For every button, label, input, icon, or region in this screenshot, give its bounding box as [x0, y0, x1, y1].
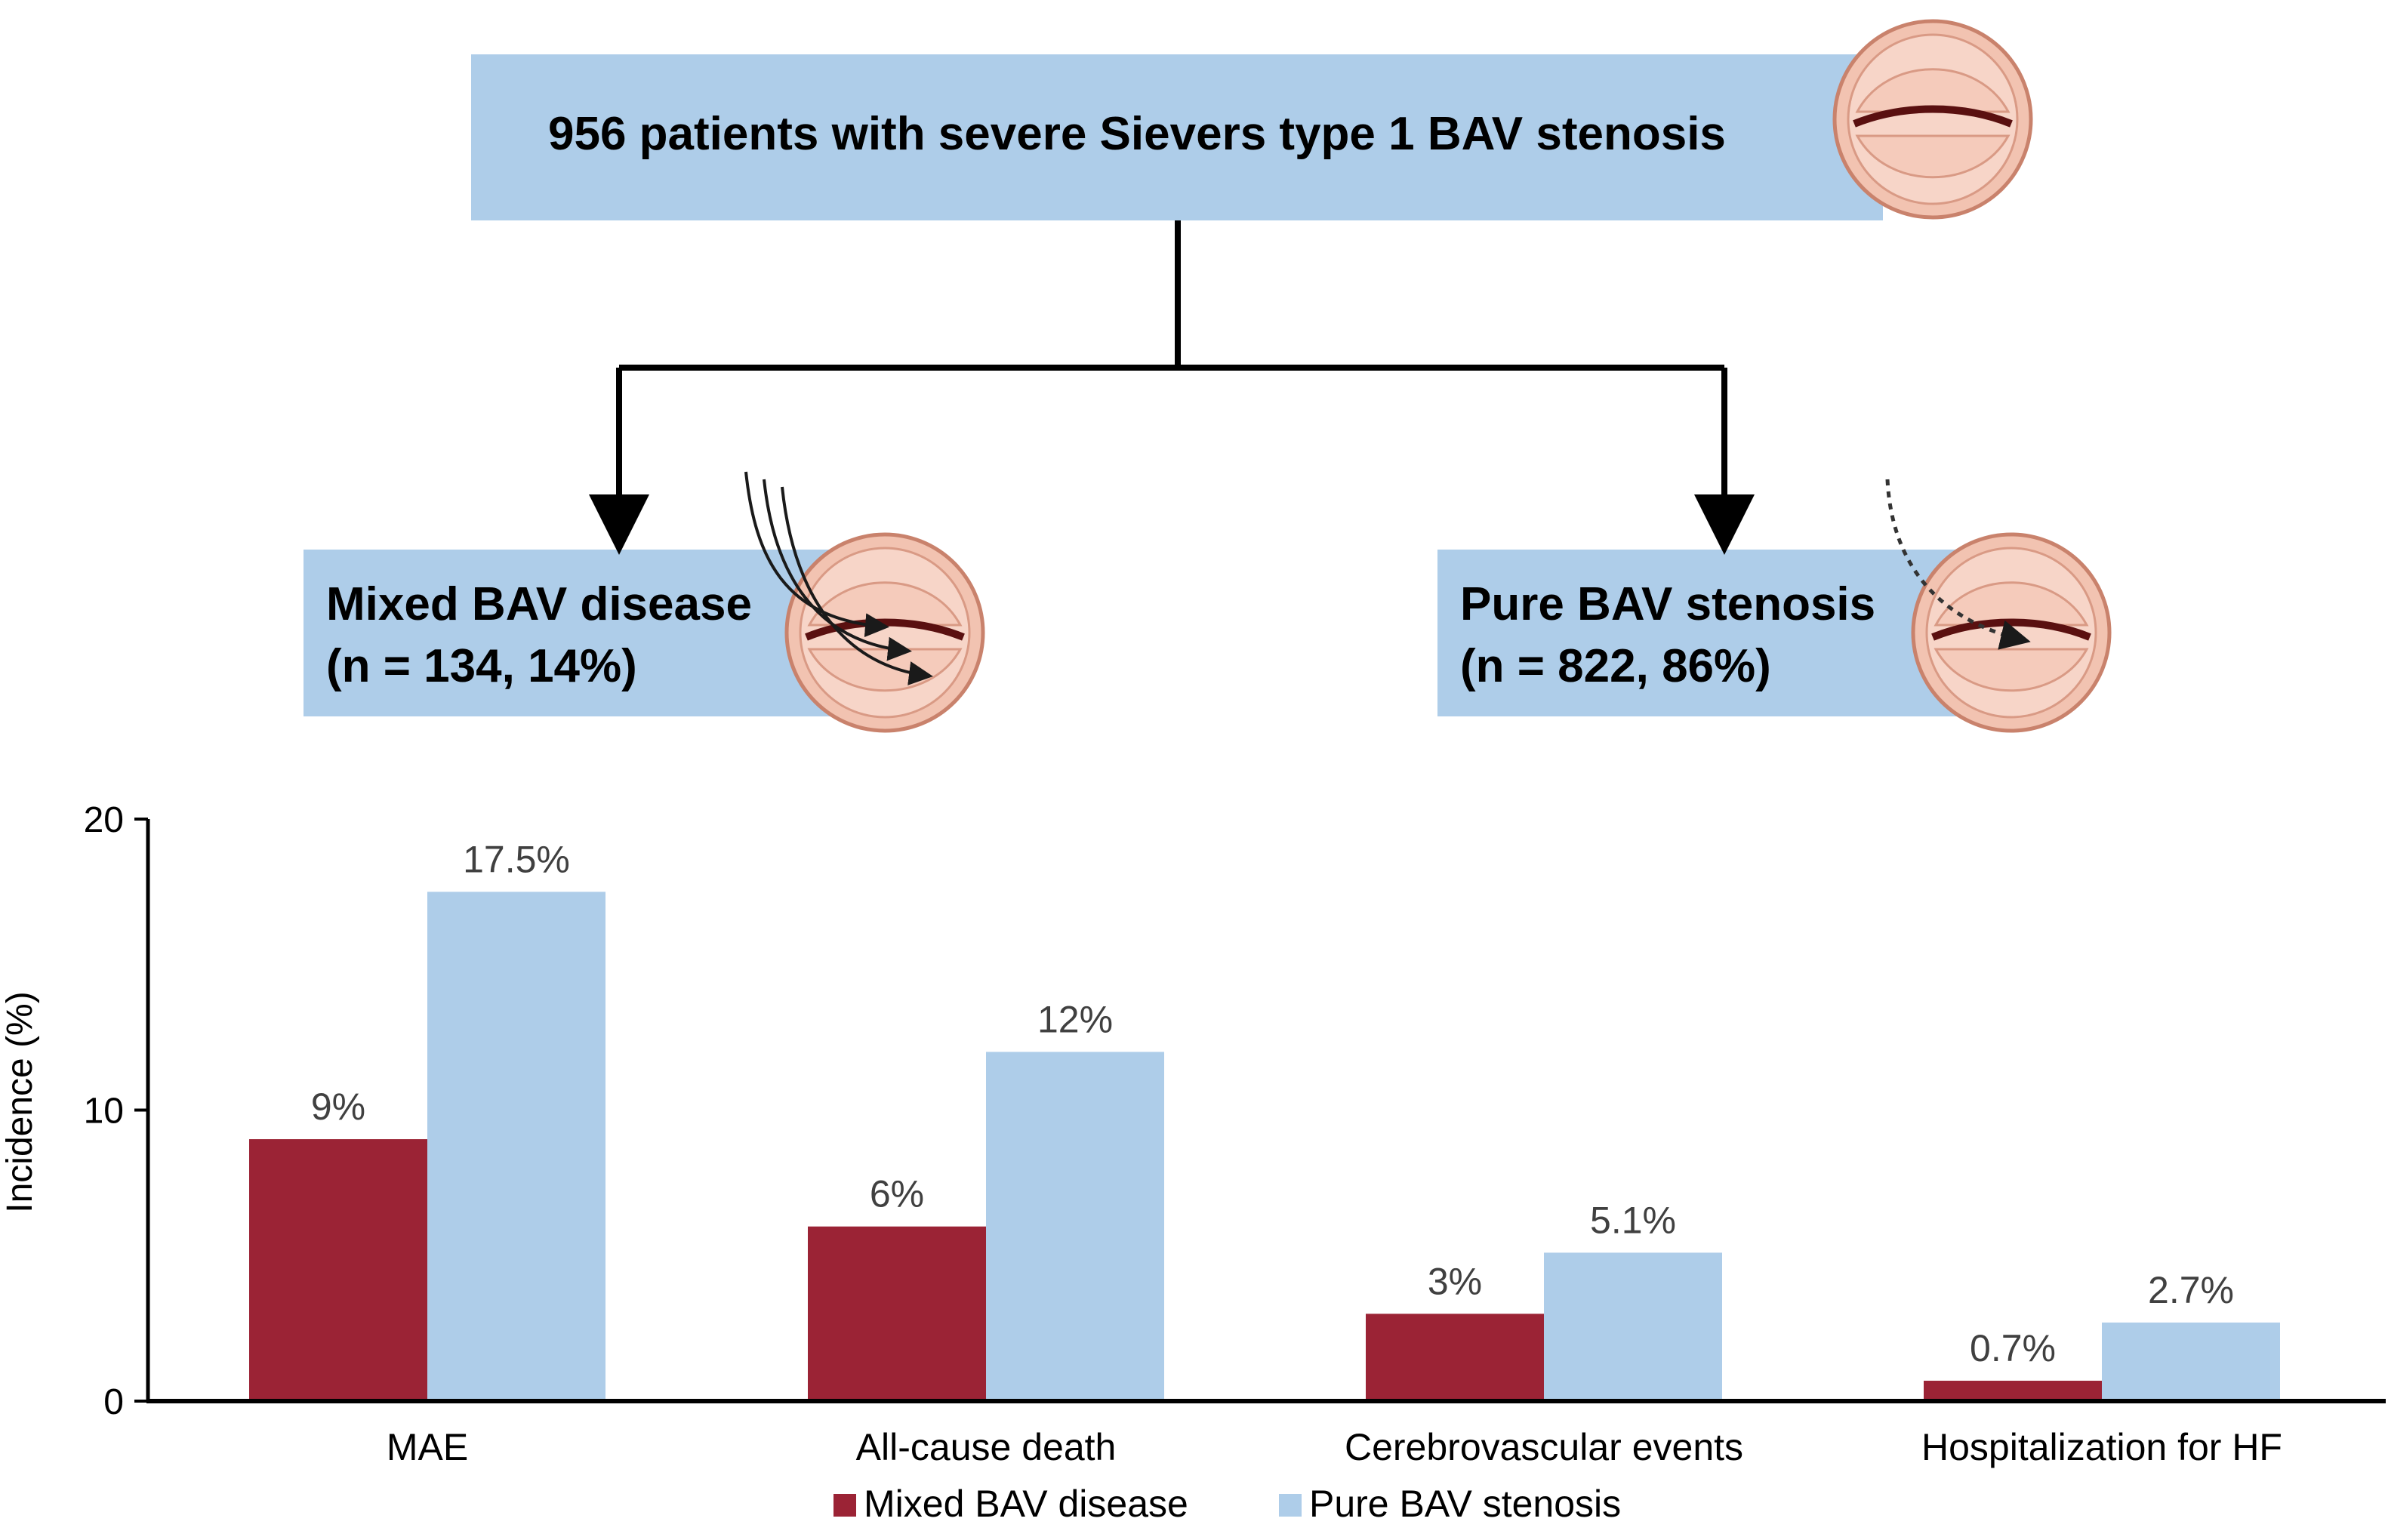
legend-label: Mixed BAV disease: [864, 1483, 1188, 1525]
legend: Mixed BAV disease Pure BAV stenosis: [833, 1483, 1621, 1525]
bar-value-label: 0.7%: [1970, 1327, 2056, 1369]
legend-swatch: [833, 1494, 856, 1517]
bar-pure: [2102, 1322, 2280, 1401]
flow-connectors: [589, 220, 1755, 555]
bars: [249, 892, 2280, 1401]
dotted-arrow-icon: [1885, 479, 2031, 650]
aortic-valve-icon: [1911, 532, 2112, 733]
x-axis-tick-labels: MAE All-cause death Cerebrovascular events…: [387, 1426, 2282, 1468]
mixed-group-title: Mixed BAV disease: [326, 578, 752, 630]
bar-value-label: 17.5%: [463, 838, 570, 880]
y-axis-label: Incidence (%): [0, 991, 40, 1212]
pure-group-title: Pure BAV stenosis: [1460, 578, 1876, 630]
bar-mixed: [249, 1139, 427, 1401]
mixed-group-box: [304, 550, 832, 716]
bar-mixed: [1366, 1314, 1544, 1401]
x-tick-label: All-cause death: [856, 1426, 1117, 1468]
bar-mixed: [1924, 1381, 2102, 1401]
bar-value-labels: 9% 6% 3% 0.7% 17.5% 12% 5.1% 2.7%: [311, 838, 2234, 1369]
y-axis-ticks: 0 10 20: [84, 800, 148, 1422]
bar-pure: [1544, 1252, 1722, 1401]
regurgitation-arrows-icon: [744, 471, 933, 685]
incidence-bar-chart: Incidence (%) 0 10 20 9% 6% 3% 0.7% 17.5% 12% 5.…: [0, 800, 2386, 1525]
mixed-group-label: Mixed BAV disease (n = 134, 14%): [326, 574, 752, 698]
bar-value-label: 12%: [1037, 998, 1113, 1040]
top-population-box: [471, 54, 1883, 220]
pure-group-count: (n = 822, 86%): [1460, 640, 1771, 692]
x-tick-label: Hospitalization for HF: [1921, 1426, 2282, 1468]
legend-label: Pure BAV stenosis: [1309, 1483, 1621, 1525]
x-tick-label: MAE: [387, 1426, 468, 1468]
bar-value-label: 3%: [1428, 1260, 1482, 1302]
y-tick-label: 20: [84, 800, 124, 840]
bar-pure: [427, 892, 605, 1401]
pure-group-label: Pure BAV stenosis (n = 822, 86%): [1460, 574, 1875, 698]
bar-value-label: 6%: [870, 1173, 924, 1215]
legend-swatch: [1279, 1494, 1302, 1517]
bar-value-label: 5.1%: [1590, 1199, 1676, 1241]
pure-group-box: [1437, 550, 1966, 716]
x-tick-label: Cerebrovascular events: [1345, 1426, 1743, 1468]
y-tick-label: 10: [84, 1092, 124, 1132]
mixed-group-count: (n = 134, 14%): [326, 640, 637, 692]
bar-pure: [986, 1052, 1164, 1401]
population-title: 956 patients with severe Sievers type 1 …: [548, 108, 1726, 160]
bar-value-label: 9%: [311, 1086, 365, 1128]
aortic-valve-icon: [1832, 19, 2033, 220]
bar-mixed: [808, 1226, 986, 1401]
bar-value-label: 2.7%: [2148, 1269, 2234, 1311]
aortic-valve-icon: [784, 532, 985, 733]
y-tick-label: 0: [103, 1382, 124, 1422]
